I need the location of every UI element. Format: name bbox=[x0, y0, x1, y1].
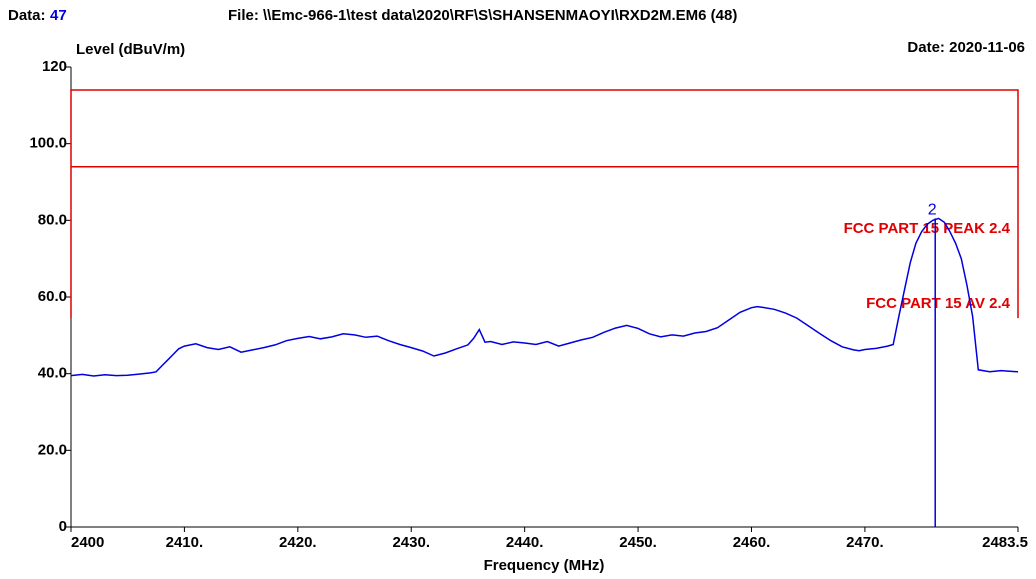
marker-label: 2 bbox=[928, 202, 937, 219]
data-number: 47 bbox=[50, 7, 67, 24]
y-axis-label: Level (dBuV/m) bbox=[76, 41, 185, 58]
x-tick-label: 2450. bbox=[619, 534, 657, 551]
x-tick-label: 2460. bbox=[733, 534, 771, 551]
y-tick-label: 80.0 bbox=[38, 211, 67, 228]
x-tick-label: 2430. bbox=[392, 534, 430, 551]
y-tick-label: 120 bbox=[42, 58, 67, 75]
y-tick-label: 40.0 bbox=[38, 365, 67, 382]
trace bbox=[70, 217, 1019, 377]
data-label: Data: bbox=[8, 7, 46, 24]
x-tick-label: 2470. bbox=[846, 534, 884, 551]
y-tick-label: 60.0 bbox=[38, 288, 67, 305]
x-tick-label: 2440. bbox=[506, 534, 544, 551]
date: Date: 2020-11-06 bbox=[907, 39, 1025, 56]
limit-line bbox=[70, 89, 1019, 319]
y-tick-label: 100.0 bbox=[29, 135, 67, 152]
y-tick-label: 20.0 bbox=[38, 441, 67, 458]
x-tick-label: 2400 bbox=[71, 534, 104, 551]
x-tick-label: 2420. bbox=[279, 534, 317, 551]
x-tick-label: 2483.5 bbox=[982, 534, 1028, 551]
limit-label: FCC PART 15 AV 2.4 bbox=[866, 295, 1011, 312]
x-tick-label: 2410. bbox=[166, 534, 204, 551]
file-path: File: \\Emc-966-1\test data\2020\RF\S\SH… bbox=[228, 7, 737, 24]
limit-label: FCC PART 15 PEAK 2.4 bbox=[844, 220, 1011, 237]
y-tick-label: 0 bbox=[59, 518, 67, 535]
x-axis-label: Frequency (MHz) bbox=[484, 557, 605, 574]
